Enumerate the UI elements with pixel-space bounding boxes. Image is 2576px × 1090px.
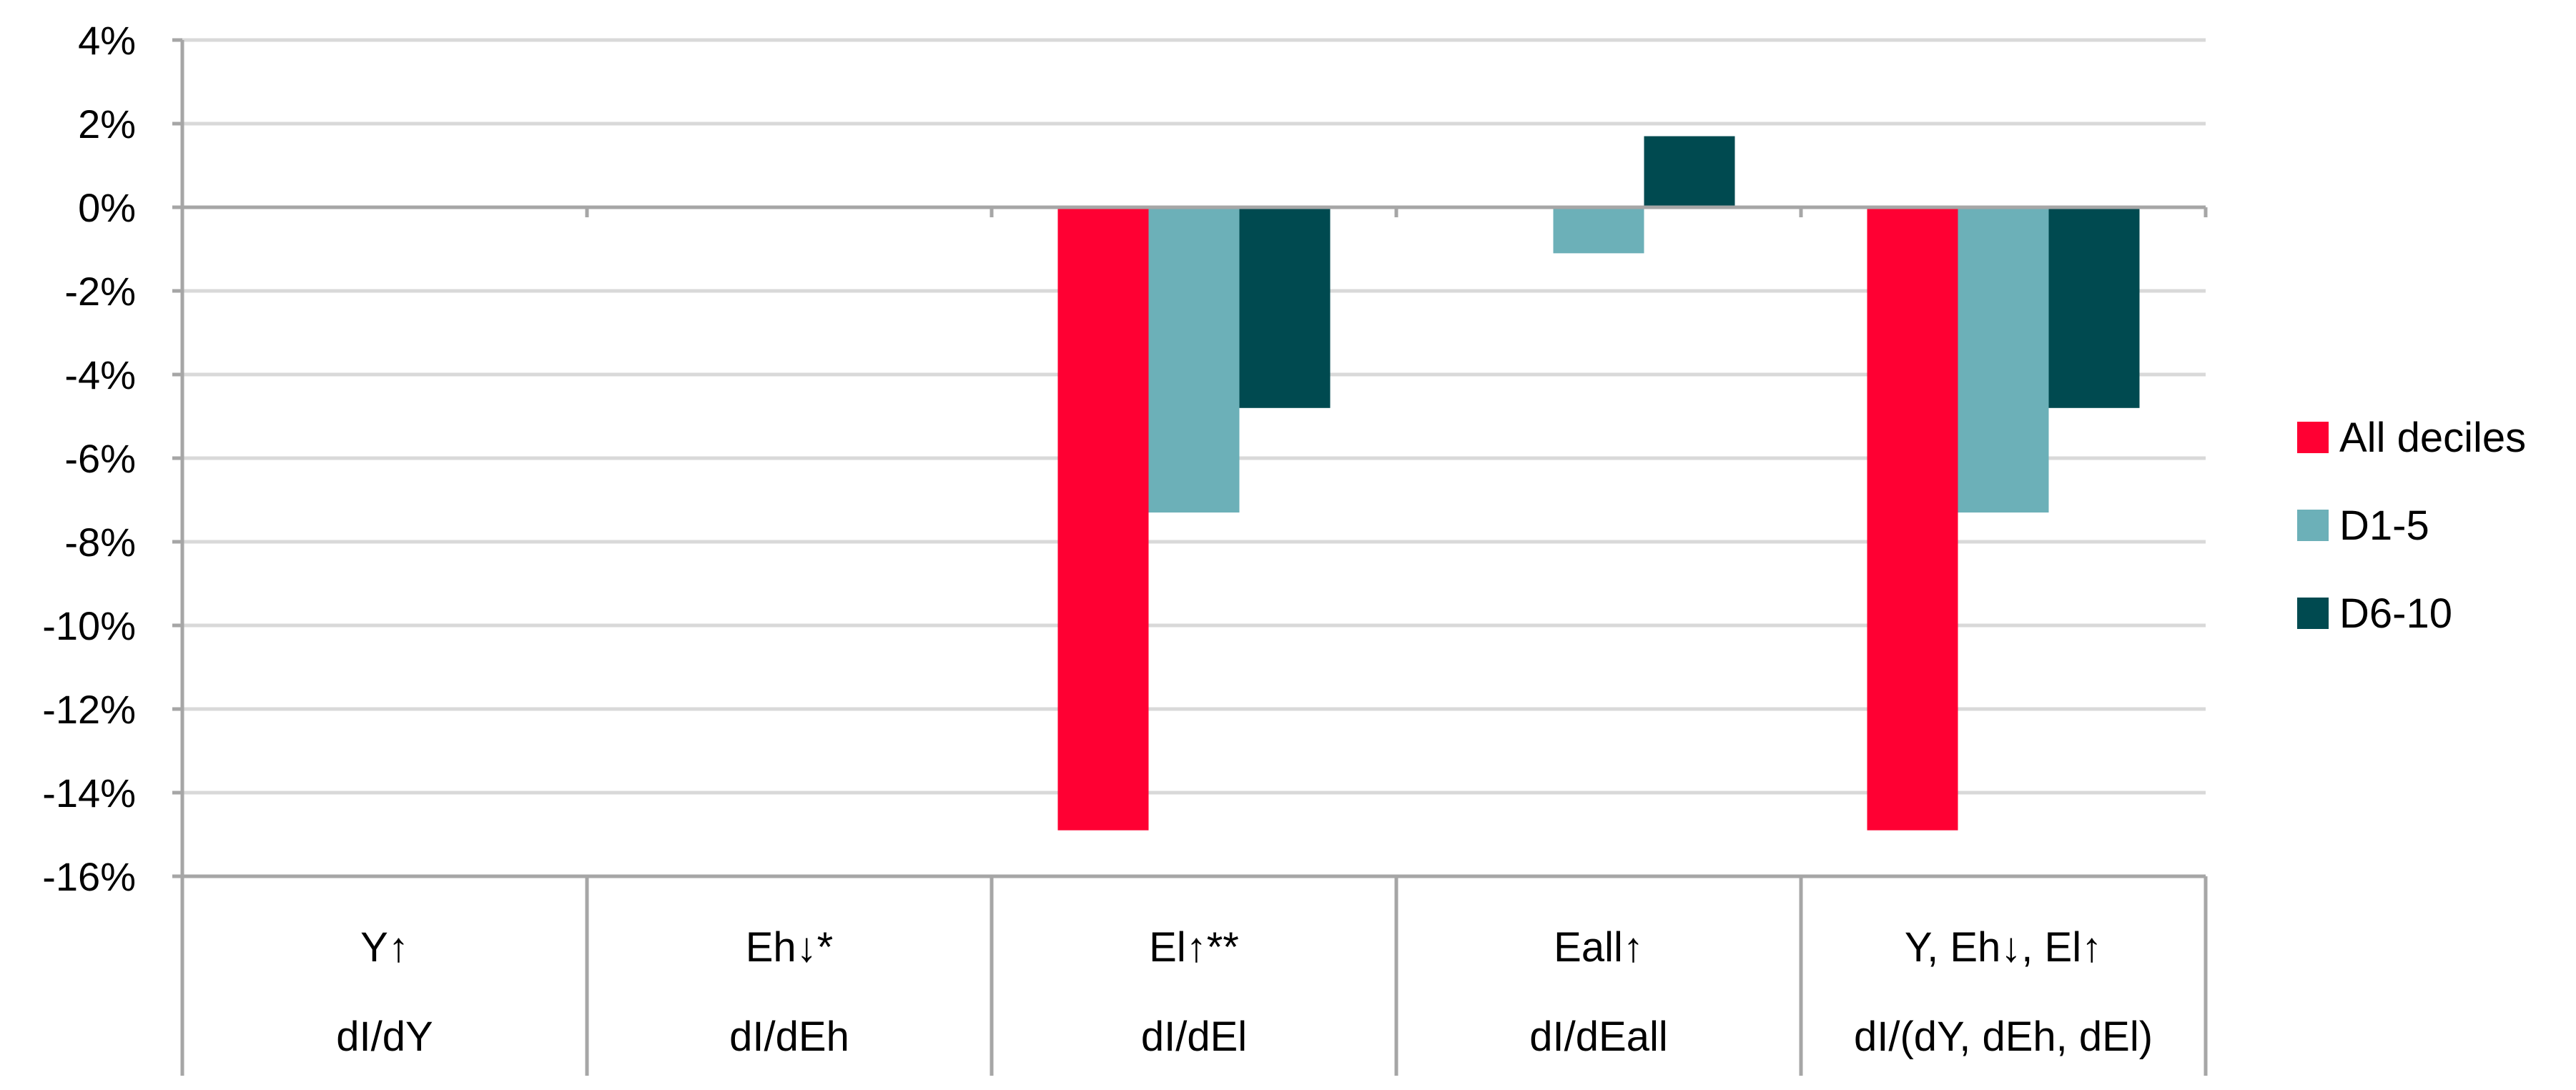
category-sublabel: dI/dEh [729, 1014, 849, 1060]
y-tick-label: -2% [64, 269, 136, 314]
legend-swatch [2297, 422, 2329, 453]
bar [1644, 136, 1735, 207]
bar [1057, 207, 1149, 831]
axes [180, 40, 2208, 1076]
y-tick-label: -12% [42, 687, 136, 732]
y-axis-ticks: 4% 2% 0% -2% -4% -6% -8% -10% -12% -14% -16% [42, 18, 182, 899]
y-tick-label: -6% [64, 436, 136, 481]
bar [1958, 207, 2049, 513]
legend-swatch [2297, 510, 2329, 541]
y-tick-label: -8% [64, 520, 136, 565]
bar [1867, 207, 1958, 831]
bars [1057, 136, 2140, 831]
category-sublabel: dI/dEl [1141, 1014, 1247, 1060]
legend-label: D1-5 [2339, 502, 2429, 549]
bar [1553, 207, 1644, 254]
category-sublabel: dI/dY [336, 1014, 433, 1060]
category-axis: Y↑ dI/dY Eh↓* dI/dEh El↑** dI/dEl Eall↑ dI/dEal… [182, 874, 2208, 1076]
category-label: Y↑ [360, 924, 409, 971]
y-tick-label: 2% [78, 101, 136, 147]
y-tick-label: 0% [78, 185, 136, 230]
bar [1239, 207, 1331, 408]
bar [2048, 207, 2140, 408]
category-sublabel: dI/dEall [1529, 1014, 1667, 1060]
category-label: Y, Eh↓, El↑ [1905, 924, 2102, 971]
y-tick-label: -14% [42, 771, 136, 816]
bar [1148, 207, 1240, 513]
category-label: Eall↑ [1554, 924, 1644, 971]
category-sublabel: dI/(dY, dEh, dEl) [1854, 1014, 2153, 1060]
legend-label: All deciles [2339, 415, 2526, 461]
legend: All deciles D1-5 D6-10 [2297, 415, 2526, 637]
category-label: Eh↓* [746, 924, 834, 971]
legend-swatch [2297, 598, 2329, 629]
y-tick-label: -4% [64, 352, 136, 397]
y-tick-label: -10% [42, 603, 136, 648]
legend-label: D6-10 [2339, 590, 2452, 637]
category-label: El↑** [1149, 924, 1239, 971]
y-tick-label: 4% [78, 18, 136, 63]
y-tick-label: -16% [42, 854, 136, 899]
